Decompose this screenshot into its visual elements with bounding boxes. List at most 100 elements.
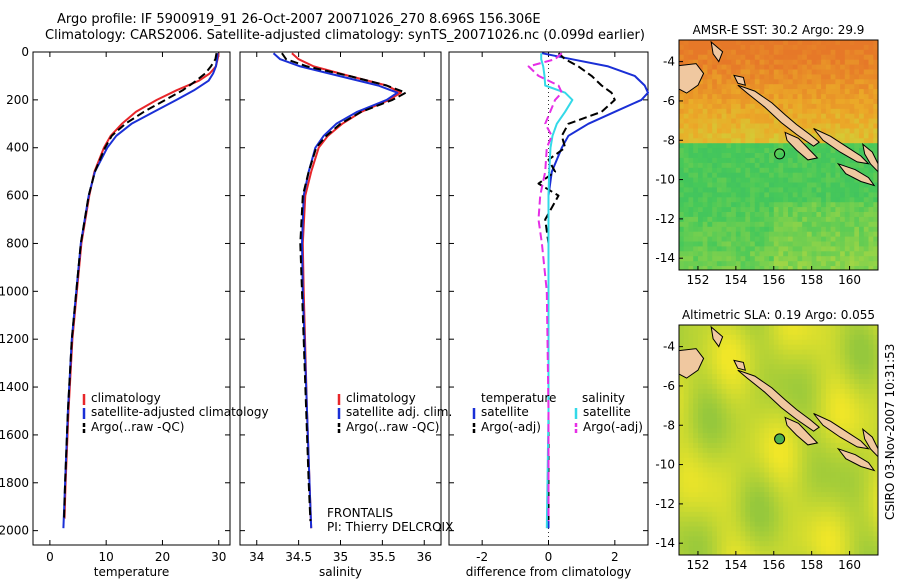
map-cell xyxy=(844,325,851,331)
map-cell xyxy=(792,379,798,385)
map-cell xyxy=(693,497,699,503)
map-cell xyxy=(726,192,732,198)
map-cell xyxy=(825,182,832,188)
map-cell xyxy=(868,526,874,532)
map-cell xyxy=(840,354,846,360)
map-cell xyxy=(868,108,874,115)
map-cell xyxy=(840,44,846,51)
map-cell xyxy=(821,99,827,105)
map-cell xyxy=(731,94,737,100)
map-cell xyxy=(759,487,765,493)
map-cell xyxy=(840,153,846,159)
map-cell xyxy=(726,118,732,125)
map-cell xyxy=(726,472,732,478)
map-cell xyxy=(816,54,822,61)
map-cell xyxy=(683,492,689,498)
map-cell xyxy=(735,418,742,424)
map-cell xyxy=(698,221,704,228)
map-cell xyxy=(726,167,732,174)
map-cell xyxy=(702,79,708,85)
map-cell xyxy=(873,472,878,478)
map-cell xyxy=(802,526,808,532)
map-cell xyxy=(769,167,775,174)
map-cell xyxy=(769,501,775,508)
map-cell xyxy=(854,492,860,498)
map-cell xyxy=(769,413,775,419)
map-cell xyxy=(863,202,870,208)
map-cell xyxy=(840,123,846,129)
map-cell xyxy=(797,118,803,125)
map-cell xyxy=(735,379,742,385)
map-cell xyxy=(693,54,699,61)
map-cell xyxy=(788,54,794,61)
map-cell xyxy=(849,207,855,213)
map-cell xyxy=(698,379,704,385)
y-tick-label: -14 xyxy=(655,251,675,265)
map-cell xyxy=(688,339,694,346)
x-tick-label: 2 xyxy=(611,550,619,564)
map-cell xyxy=(854,541,860,547)
map-cell xyxy=(816,49,822,56)
map-cell xyxy=(830,182,836,188)
map-cell xyxy=(873,207,878,213)
map-cell xyxy=(835,374,841,380)
map-cell xyxy=(830,226,836,233)
map-cell xyxy=(726,266,732,270)
map-cell xyxy=(693,418,699,424)
map-cell xyxy=(688,418,694,424)
map-cell xyxy=(679,379,685,385)
map-cell xyxy=(679,108,685,115)
map-cell xyxy=(698,266,704,270)
map-cell xyxy=(754,74,761,80)
map-cell xyxy=(726,364,732,370)
map-cell xyxy=(849,472,855,478)
map-cell xyxy=(811,192,817,198)
map-cell xyxy=(693,457,699,464)
map-cell xyxy=(683,379,689,385)
map-cell xyxy=(854,226,860,233)
map-cell xyxy=(778,511,784,518)
map-cell xyxy=(683,536,689,542)
map-cell xyxy=(854,467,860,473)
map-cell xyxy=(840,69,846,75)
map-cell xyxy=(745,216,751,223)
map-cell xyxy=(698,408,704,414)
map-cell xyxy=(702,108,708,115)
map-cell xyxy=(683,418,689,424)
map-cell xyxy=(797,99,803,105)
map-cell xyxy=(712,349,718,356)
map-cell xyxy=(773,49,780,56)
map-cell xyxy=(754,172,761,179)
map-cell xyxy=(693,374,699,380)
map-cell xyxy=(825,408,832,414)
map-cell xyxy=(792,511,798,518)
map-cell xyxy=(735,325,742,331)
map-cell xyxy=(844,501,851,508)
map-cell xyxy=(769,64,775,71)
map-cell xyxy=(868,103,874,110)
map-cell xyxy=(712,506,718,513)
map-cell xyxy=(821,546,827,552)
map-cell xyxy=(788,172,794,179)
map-cell xyxy=(849,128,855,134)
map-cell xyxy=(797,457,803,464)
map-cell xyxy=(731,162,737,169)
map-cell xyxy=(754,531,761,537)
map-cell xyxy=(735,64,742,71)
map-cell xyxy=(731,138,737,144)
map-cell xyxy=(731,202,737,208)
map-cell xyxy=(764,531,770,537)
map-cell xyxy=(759,393,765,400)
map-cell xyxy=(821,531,827,537)
map-cell xyxy=(792,388,798,395)
map-cell xyxy=(863,388,870,395)
map-cell xyxy=(788,40,794,46)
map-cell xyxy=(783,212,789,218)
map-cell xyxy=(745,447,751,454)
map-cell xyxy=(821,526,827,532)
map-cell xyxy=(773,236,780,243)
map-cell xyxy=(740,413,746,419)
map-cell xyxy=(835,359,841,365)
map-cell xyxy=(835,44,841,51)
map-cell xyxy=(778,359,784,365)
